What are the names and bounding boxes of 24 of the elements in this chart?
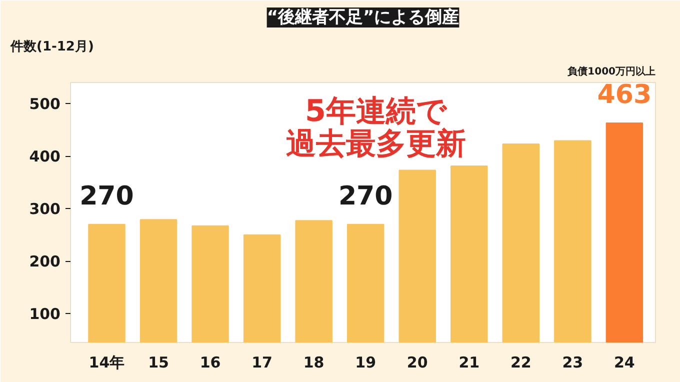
- x-tick-label: 15: [148, 354, 169, 372]
- annotation: 5年連続で: [305, 94, 448, 129]
- x-tick-label: 20: [406, 354, 428, 372]
- x-tick-label: 17: [252, 354, 272, 372]
- text: 負債1000万円以上: [568, 66, 656, 78]
- x-tick-label: 21: [458, 354, 480, 372]
- x-tick-label: 24: [614, 354, 635, 372]
- y-tick-label: 400: [29, 148, 60, 166]
- x-tick-label: 23: [562, 354, 584, 372]
- x-tick-label: 16: [200, 354, 221, 372]
- y-tick-label: 500: [29, 95, 60, 114]
- y-tick-label: 300: [29, 200, 60, 218]
- data-label: 270: [80, 181, 134, 212]
- y-axis-title: 件数(1-12月): [10, 40, 94, 54]
- x-tick-label: 18: [303, 354, 324, 372]
- annotation: 過去最多更新: [286, 126, 466, 162]
- y-tick-label: 100: [29, 305, 60, 324]
- y-tick-label: 200: [29, 252, 60, 271]
- x-tick-label: 22: [510, 354, 532, 372]
- x-tick-label: 19: [355, 354, 376, 372]
- x-tick-label: 14年: [88, 354, 125, 372]
- data-label: 463: [597, 80, 652, 110]
- chart-title: “後継者不足”による倒産: [266, 8, 460, 28]
- data-label: 270: [338, 181, 393, 212]
